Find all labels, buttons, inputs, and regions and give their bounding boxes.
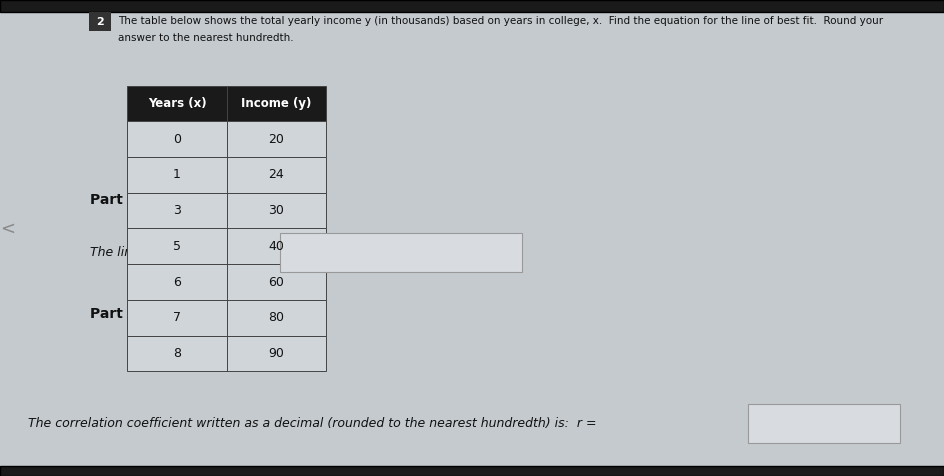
- FancyBboxPatch shape: [89, 12, 111, 31]
- Text: 7: 7: [173, 311, 181, 324]
- Text: 6: 6: [173, 276, 181, 288]
- Text: Part B: Part B: [90, 307, 138, 321]
- Text: The line of best fit is:  y =: The line of best fit is: y =: [90, 246, 251, 259]
- Text: <: <: [0, 219, 15, 238]
- Text: The correlation coefficient written as a decimal (rounded to the nearest hundred: The correlation coefficient written as a…: [28, 417, 597, 430]
- Text: Part A: Part A: [90, 193, 138, 207]
- Text: 3: 3: [173, 204, 181, 217]
- FancyBboxPatch shape: [127, 336, 326, 371]
- Text: 5: 5: [173, 240, 181, 253]
- FancyBboxPatch shape: [280, 233, 522, 271]
- Text: 2: 2: [96, 17, 104, 27]
- FancyBboxPatch shape: [127, 264, 326, 300]
- FancyBboxPatch shape: [127, 121, 326, 157]
- FancyBboxPatch shape: [127, 86, 326, 121]
- Text: 20: 20: [268, 133, 284, 146]
- FancyBboxPatch shape: [0, 0, 944, 12]
- Text: The table below shows the total yearly income y (in thousands) based on years in: The table below shows the total yearly i…: [118, 16, 884, 27]
- Text: 0: 0: [173, 133, 181, 146]
- FancyBboxPatch shape: [127, 193, 326, 228]
- Text: 40: 40: [268, 240, 284, 253]
- FancyBboxPatch shape: [127, 300, 326, 336]
- Text: Income (y): Income (y): [241, 97, 312, 110]
- FancyBboxPatch shape: [127, 157, 326, 193]
- Text: 90: 90: [268, 347, 284, 360]
- FancyBboxPatch shape: [127, 228, 326, 264]
- Text: 1: 1: [173, 169, 181, 181]
- Text: 60: 60: [268, 276, 284, 288]
- Text: 30: 30: [268, 204, 284, 217]
- Text: 80: 80: [268, 311, 284, 324]
- FancyBboxPatch shape: [0, 466, 944, 476]
- Text: 24: 24: [268, 169, 284, 181]
- Text: answer to the nearest hundredth.: answer to the nearest hundredth.: [118, 33, 294, 43]
- FancyBboxPatch shape: [748, 405, 900, 443]
- Text: 8: 8: [173, 347, 181, 360]
- Text: Years (x): Years (x): [147, 97, 207, 110]
